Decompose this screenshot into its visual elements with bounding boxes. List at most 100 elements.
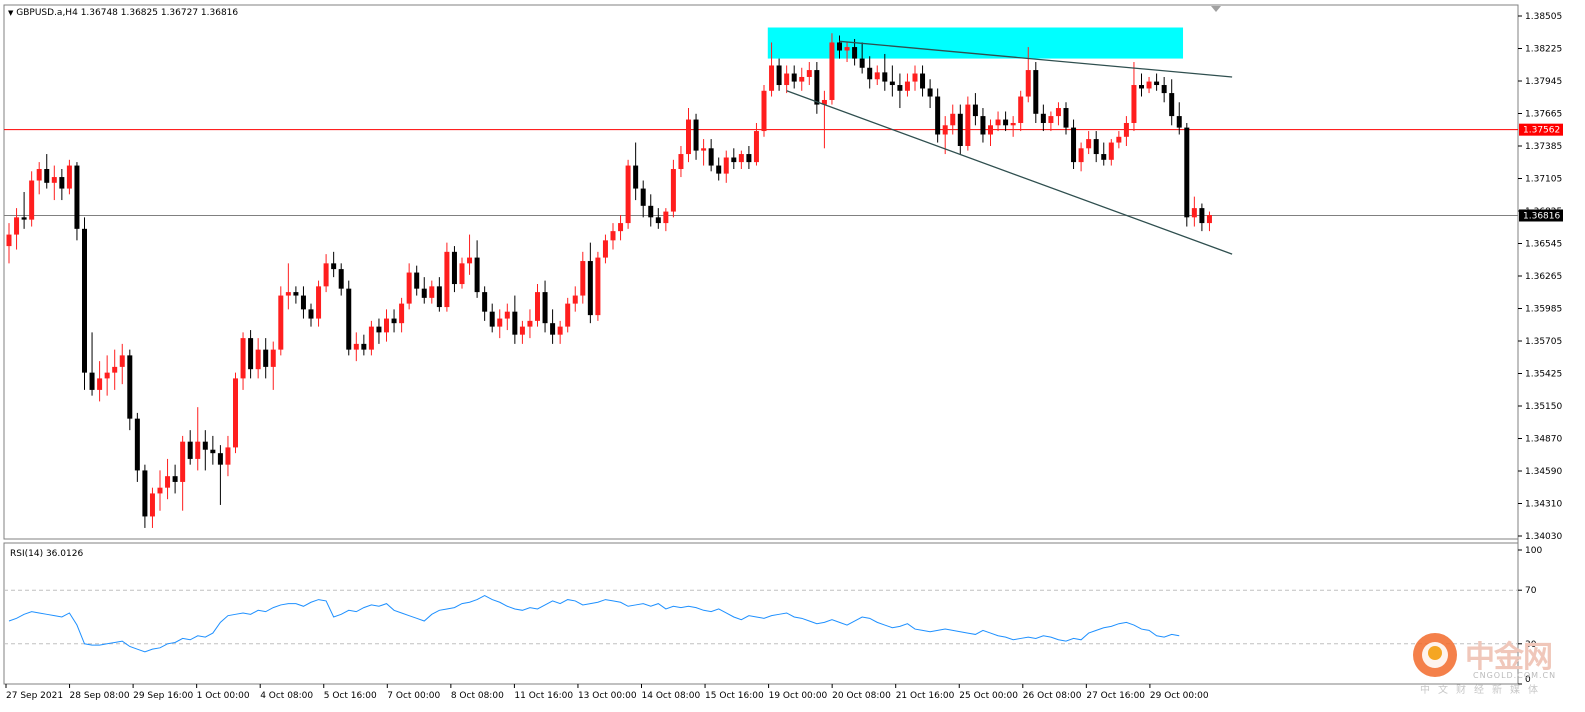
candle-body bbox=[1199, 208, 1205, 224]
time-tick-label: 13 Oct 00:00 bbox=[578, 691, 637, 701]
candle bbox=[769, 42, 775, 97]
rsi-tick-label: 70 bbox=[1525, 586, 1537, 596]
candle bbox=[263, 338, 269, 379]
candle bbox=[504, 303, 510, 331]
candle-body bbox=[429, 286, 435, 298]
candle-body bbox=[1040, 113, 1046, 123]
candle bbox=[451, 246, 457, 293]
time-tick-label: 8 Oct 08:00 bbox=[451, 691, 504, 701]
candle-body bbox=[572, 295, 578, 304]
candle-body bbox=[550, 323, 556, 335]
candle-body bbox=[285, 292, 291, 296]
candle bbox=[1123, 116, 1129, 146]
candle-body bbox=[980, 116, 986, 135]
candle-body bbox=[66, 165, 72, 189]
candle-body bbox=[195, 441, 201, 459]
candle-body bbox=[897, 85, 903, 91]
candle bbox=[429, 280, 435, 304]
candle bbox=[821, 90, 827, 149]
candle bbox=[376, 318, 382, 344]
candle-body bbox=[942, 125, 948, 135]
candle-body bbox=[384, 318, 389, 333]
candle-body bbox=[852, 47, 858, 59]
collapse-arrow-icon[interactable]: ▼ bbox=[8, 9, 14, 17]
price-tick-label: 1.37105 bbox=[1525, 175, 1562, 185]
time-tick-label: 11 Oct 16:00 bbox=[514, 691, 573, 701]
candle-body bbox=[821, 99, 827, 105]
candle bbox=[233, 372, 238, 454]
candle bbox=[686, 108, 691, 163]
time-tick-label: 14 Oct 08:00 bbox=[642, 691, 701, 701]
candle-body bbox=[1108, 142, 1114, 160]
candle-body bbox=[51, 177, 57, 183]
candle bbox=[557, 320, 563, 344]
candle-body bbox=[1184, 127, 1190, 218]
candle bbox=[51, 165, 57, 201]
ohlc-readout: 1.36748 1.36825 1.36727 1.36816 bbox=[80, 8, 239, 18]
candle bbox=[97, 361, 103, 402]
candle bbox=[753, 122, 759, 166]
candle bbox=[104, 355, 110, 396]
candle bbox=[331, 251, 337, 278]
candle-body bbox=[165, 476, 171, 488]
candle-body bbox=[633, 165, 639, 189]
candle bbox=[837, 35, 842, 59]
candle-body bbox=[361, 343, 367, 350]
candle-body bbox=[972, 104, 978, 117]
candle-body bbox=[640, 188, 646, 206]
candle-body bbox=[36, 169, 42, 181]
candle bbox=[225, 435, 231, 477]
candle bbox=[414, 265, 420, 296]
candle bbox=[731, 148, 737, 170]
candle-body bbox=[723, 157, 729, 174]
rsi-tick-label: 0 bbox=[1525, 675, 1531, 685]
rsi-title: RSI(14) 36.0126 bbox=[10, 549, 84, 559]
candle bbox=[995, 111, 1001, 132]
candle bbox=[293, 286, 299, 304]
candle-body bbox=[776, 65, 782, 86]
candle-body bbox=[1010, 122, 1016, 126]
candle bbox=[1086, 131, 1092, 155]
candle bbox=[678, 146, 684, 178]
candle-body bbox=[29, 180, 35, 220]
chart-shift-marker[interactable] bbox=[1211, 6, 1221, 12]
candle bbox=[670, 159, 676, 218]
candle-body bbox=[678, 154, 684, 170]
candle-body bbox=[670, 169, 676, 212]
candle-body bbox=[844, 47, 850, 51]
price-tick-label: 1.35150 bbox=[1525, 402, 1562, 412]
candle-body bbox=[436, 286, 442, 308]
time-tick-label: 29 Oct 00:00 bbox=[1150, 691, 1209, 701]
candle-body bbox=[686, 119, 691, 155]
candle-body bbox=[1154, 81, 1160, 86]
candle bbox=[127, 349, 133, 431]
current-price-tag: 1.36816 bbox=[1523, 211, 1560, 221]
trendlines-layer bbox=[786, 40, 1233, 255]
watermark-logo-icon bbox=[1413, 633, 1457, 677]
candle-body bbox=[489, 311, 495, 327]
watermark: 中金网 CNGOLD.COM.CN 中文财经新媒体 bbox=[1410, 632, 1560, 696]
candle bbox=[66, 159, 72, 195]
candle bbox=[799, 67, 805, 91]
candle bbox=[338, 263, 344, 296]
candle bbox=[180, 435, 186, 511]
candle-body bbox=[889, 81, 895, 86]
candle bbox=[904, 73, 910, 97]
candle-body bbox=[648, 205, 654, 218]
candle-body bbox=[6, 234, 12, 247]
candle bbox=[935, 88, 941, 143]
candle bbox=[489, 303, 495, 333]
candle bbox=[285, 263, 291, 310]
candle-body bbox=[1176, 116, 1182, 128]
candle bbox=[6, 223, 12, 264]
candle-body bbox=[957, 113, 963, 146]
candle bbox=[625, 159, 631, 229]
candle-body bbox=[995, 119, 1001, 126]
candle-body bbox=[300, 295, 306, 310]
candle-body bbox=[459, 263, 465, 285]
candle-body bbox=[1123, 122, 1129, 137]
candle-body bbox=[527, 320, 533, 327]
candle bbox=[535, 284, 540, 327]
candle-body bbox=[421, 288, 427, 298]
